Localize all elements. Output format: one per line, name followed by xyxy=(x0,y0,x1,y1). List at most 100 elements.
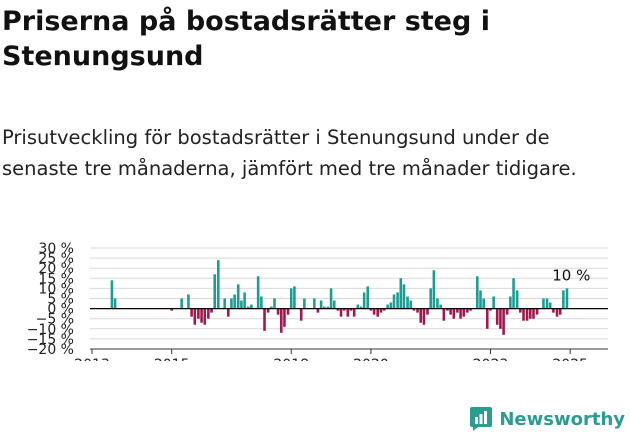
bar xyxy=(352,308,356,317)
bar xyxy=(558,308,562,315)
bar xyxy=(509,296,512,309)
bar xyxy=(230,298,233,309)
bar xyxy=(469,308,472,311)
bar xyxy=(399,278,403,309)
bar xyxy=(323,306,326,309)
bar xyxy=(525,308,529,321)
bar xyxy=(356,304,360,309)
bar xyxy=(462,308,466,317)
brand[interactable]: Newsworthy xyxy=(469,406,625,432)
bar xyxy=(346,308,350,317)
y-tick-label: 30 % xyxy=(38,241,74,257)
bar xyxy=(532,308,535,319)
x-axis: 2013 2015 2018 2020 2023 2025 xyxy=(74,348,608,361)
bar xyxy=(256,276,260,309)
bar xyxy=(332,300,336,309)
x-tick-label: 2015 xyxy=(154,357,190,361)
bar xyxy=(316,308,320,313)
bar xyxy=(492,296,495,309)
bar xyxy=(236,284,240,309)
bar xyxy=(359,306,363,309)
bar xyxy=(495,308,499,325)
bar xyxy=(379,308,383,313)
bar xyxy=(522,308,525,321)
bar xyxy=(535,308,539,315)
bar xyxy=(266,308,270,313)
bar xyxy=(180,298,183,309)
bar xyxy=(376,308,379,317)
bar xyxy=(313,298,316,309)
bar xyxy=(426,308,429,315)
y-tick-label: −15 % xyxy=(27,332,74,348)
y-tick-label: 25 % xyxy=(38,251,74,267)
bar xyxy=(113,298,117,309)
bar xyxy=(409,300,413,309)
bar xyxy=(386,304,389,309)
y-tick-label: −5 % xyxy=(36,312,74,328)
bar xyxy=(207,308,210,319)
bar xyxy=(422,308,426,325)
bar xyxy=(529,308,532,319)
bar xyxy=(392,294,396,309)
bar xyxy=(396,292,399,309)
bar xyxy=(382,308,386,311)
bar xyxy=(545,298,549,309)
x-tick-label: 2018 xyxy=(273,357,309,361)
y-tick-label: 20 % xyxy=(38,261,74,277)
bar xyxy=(459,308,462,319)
bar xyxy=(187,294,190,309)
bar xyxy=(263,308,266,331)
bar xyxy=(329,288,333,309)
newsworthy-logo-icon xyxy=(470,407,493,431)
y-tick-label: 10 % xyxy=(38,281,74,297)
latest-value-label: 10 % xyxy=(552,266,590,284)
bar xyxy=(213,274,217,309)
bar xyxy=(190,308,193,317)
bar xyxy=(326,306,330,309)
bar xyxy=(197,308,200,319)
bar xyxy=(299,308,303,321)
bar xyxy=(319,300,323,309)
bar xyxy=(293,286,296,309)
grid-lines xyxy=(90,247,608,350)
y-tick-label: −20 % xyxy=(27,342,74,358)
bar xyxy=(479,290,482,309)
bar xyxy=(452,308,456,319)
bar xyxy=(476,276,479,309)
bar xyxy=(552,308,555,313)
x-tick-label: 2020 xyxy=(353,357,389,361)
bar xyxy=(200,308,203,323)
bar xyxy=(412,308,416,311)
x-tick-label: 2025 xyxy=(552,357,588,361)
bar xyxy=(389,302,393,309)
bar xyxy=(519,308,522,313)
bar xyxy=(349,308,353,311)
bar xyxy=(336,308,340,311)
bar xyxy=(240,300,243,309)
y-tick-label: 5 % xyxy=(47,292,74,308)
chart-title: Priserna på bostadsrätter steg i Stenung… xyxy=(2,6,490,72)
bar xyxy=(303,298,306,309)
bar xyxy=(505,308,509,315)
bar xyxy=(499,308,502,329)
bar xyxy=(339,308,343,317)
bar xyxy=(217,260,220,309)
bar xyxy=(243,292,246,309)
bar xyxy=(565,288,569,309)
bar xyxy=(279,308,283,333)
bar xyxy=(512,278,515,309)
x-tick-label: 2013 xyxy=(74,357,110,361)
bar xyxy=(283,308,286,327)
y-axis-labels: 30 %25 %20 %15 %10 %5 %0 %−5 %−10 %−15 %… xyxy=(27,241,74,358)
bar xyxy=(210,308,213,313)
bar xyxy=(286,308,290,315)
bar xyxy=(203,308,207,325)
y-tick-label: −10 % xyxy=(27,322,74,338)
brand-name: Newsworthy xyxy=(499,408,625,430)
bar xyxy=(246,306,250,309)
bar xyxy=(502,308,505,335)
bar xyxy=(439,304,442,309)
bar xyxy=(273,298,276,309)
chart-subtitle: Prisutveckling för bostadsrätter i Stenu… xyxy=(2,126,577,180)
bar xyxy=(250,304,253,309)
